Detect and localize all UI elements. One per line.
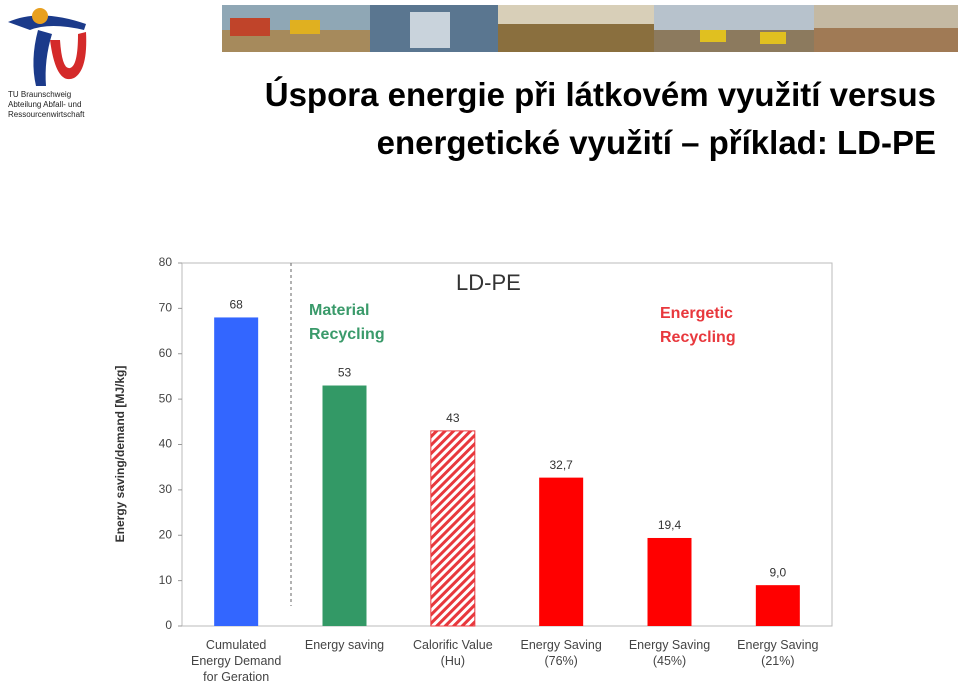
logo-text: Abteilung Abfall- und	[8, 100, 82, 109]
y-tick-label: 50	[159, 391, 173, 405]
annotation: Energetic Recycling	[660, 305, 736, 346]
x-tick-label: Energy Saving (21%)	[737, 638, 819, 668]
logo	[8, 8, 87, 86]
bar	[647, 537, 692, 626]
y-tick-label: 30	[159, 482, 173, 496]
logo-text: TU Braunschweig	[8, 90, 72, 99]
logo-text: Ressourcenwirtschaft	[8, 110, 85, 119]
x-tick-label: Energy Saving (45%)	[628, 638, 711, 668]
x-tick-label: Calorific Value (Hu)	[412, 638, 493, 668]
y-tick-label: 40	[159, 437, 173, 451]
x-tick-label: Cumulated Energy Demand for Geration	[190, 638, 282, 684]
photo-strip	[222, 5, 958, 52]
annotation: Material Recycling	[309, 302, 385, 343]
annotation: LD-PE	[456, 270, 521, 295]
value-label: 9,0	[769, 565, 786, 579]
y-tick-label: 0	[165, 618, 172, 632]
y-tick-label: 80	[159, 255, 173, 269]
value-label: 19,4	[658, 518, 682, 532]
value-label: 32,7	[549, 458, 573, 472]
y-tick-label: 60	[159, 346, 173, 360]
bar	[755, 585, 800, 626]
slide-title: energetické využití – příklad: LD-PE	[376, 124, 936, 161]
bar	[430, 430, 476, 627]
x-tick-label: Energy saving	[304, 638, 385, 652]
slide-title: Úspora energie při látkovém využití vers…	[264, 76, 936, 113]
bar	[539, 477, 584, 626]
value-label: 53	[338, 366, 352, 380]
y-tick-label: 10	[159, 573, 173, 587]
value-label: 68	[229, 298, 243, 312]
bar	[214, 317, 259, 626]
value-label: 43	[446, 411, 460, 425]
y-axis-label: Energy saving/demand [MJ/kg]	[113, 366, 127, 543]
y-tick-label: 70	[159, 301, 173, 315]
bar	[322, 385, 367, 626]
y-tick-label: 20	[159, 527, 173, 541]
x-tick-label: Energy Saving (76%)	[520, 638, 602, 668]
